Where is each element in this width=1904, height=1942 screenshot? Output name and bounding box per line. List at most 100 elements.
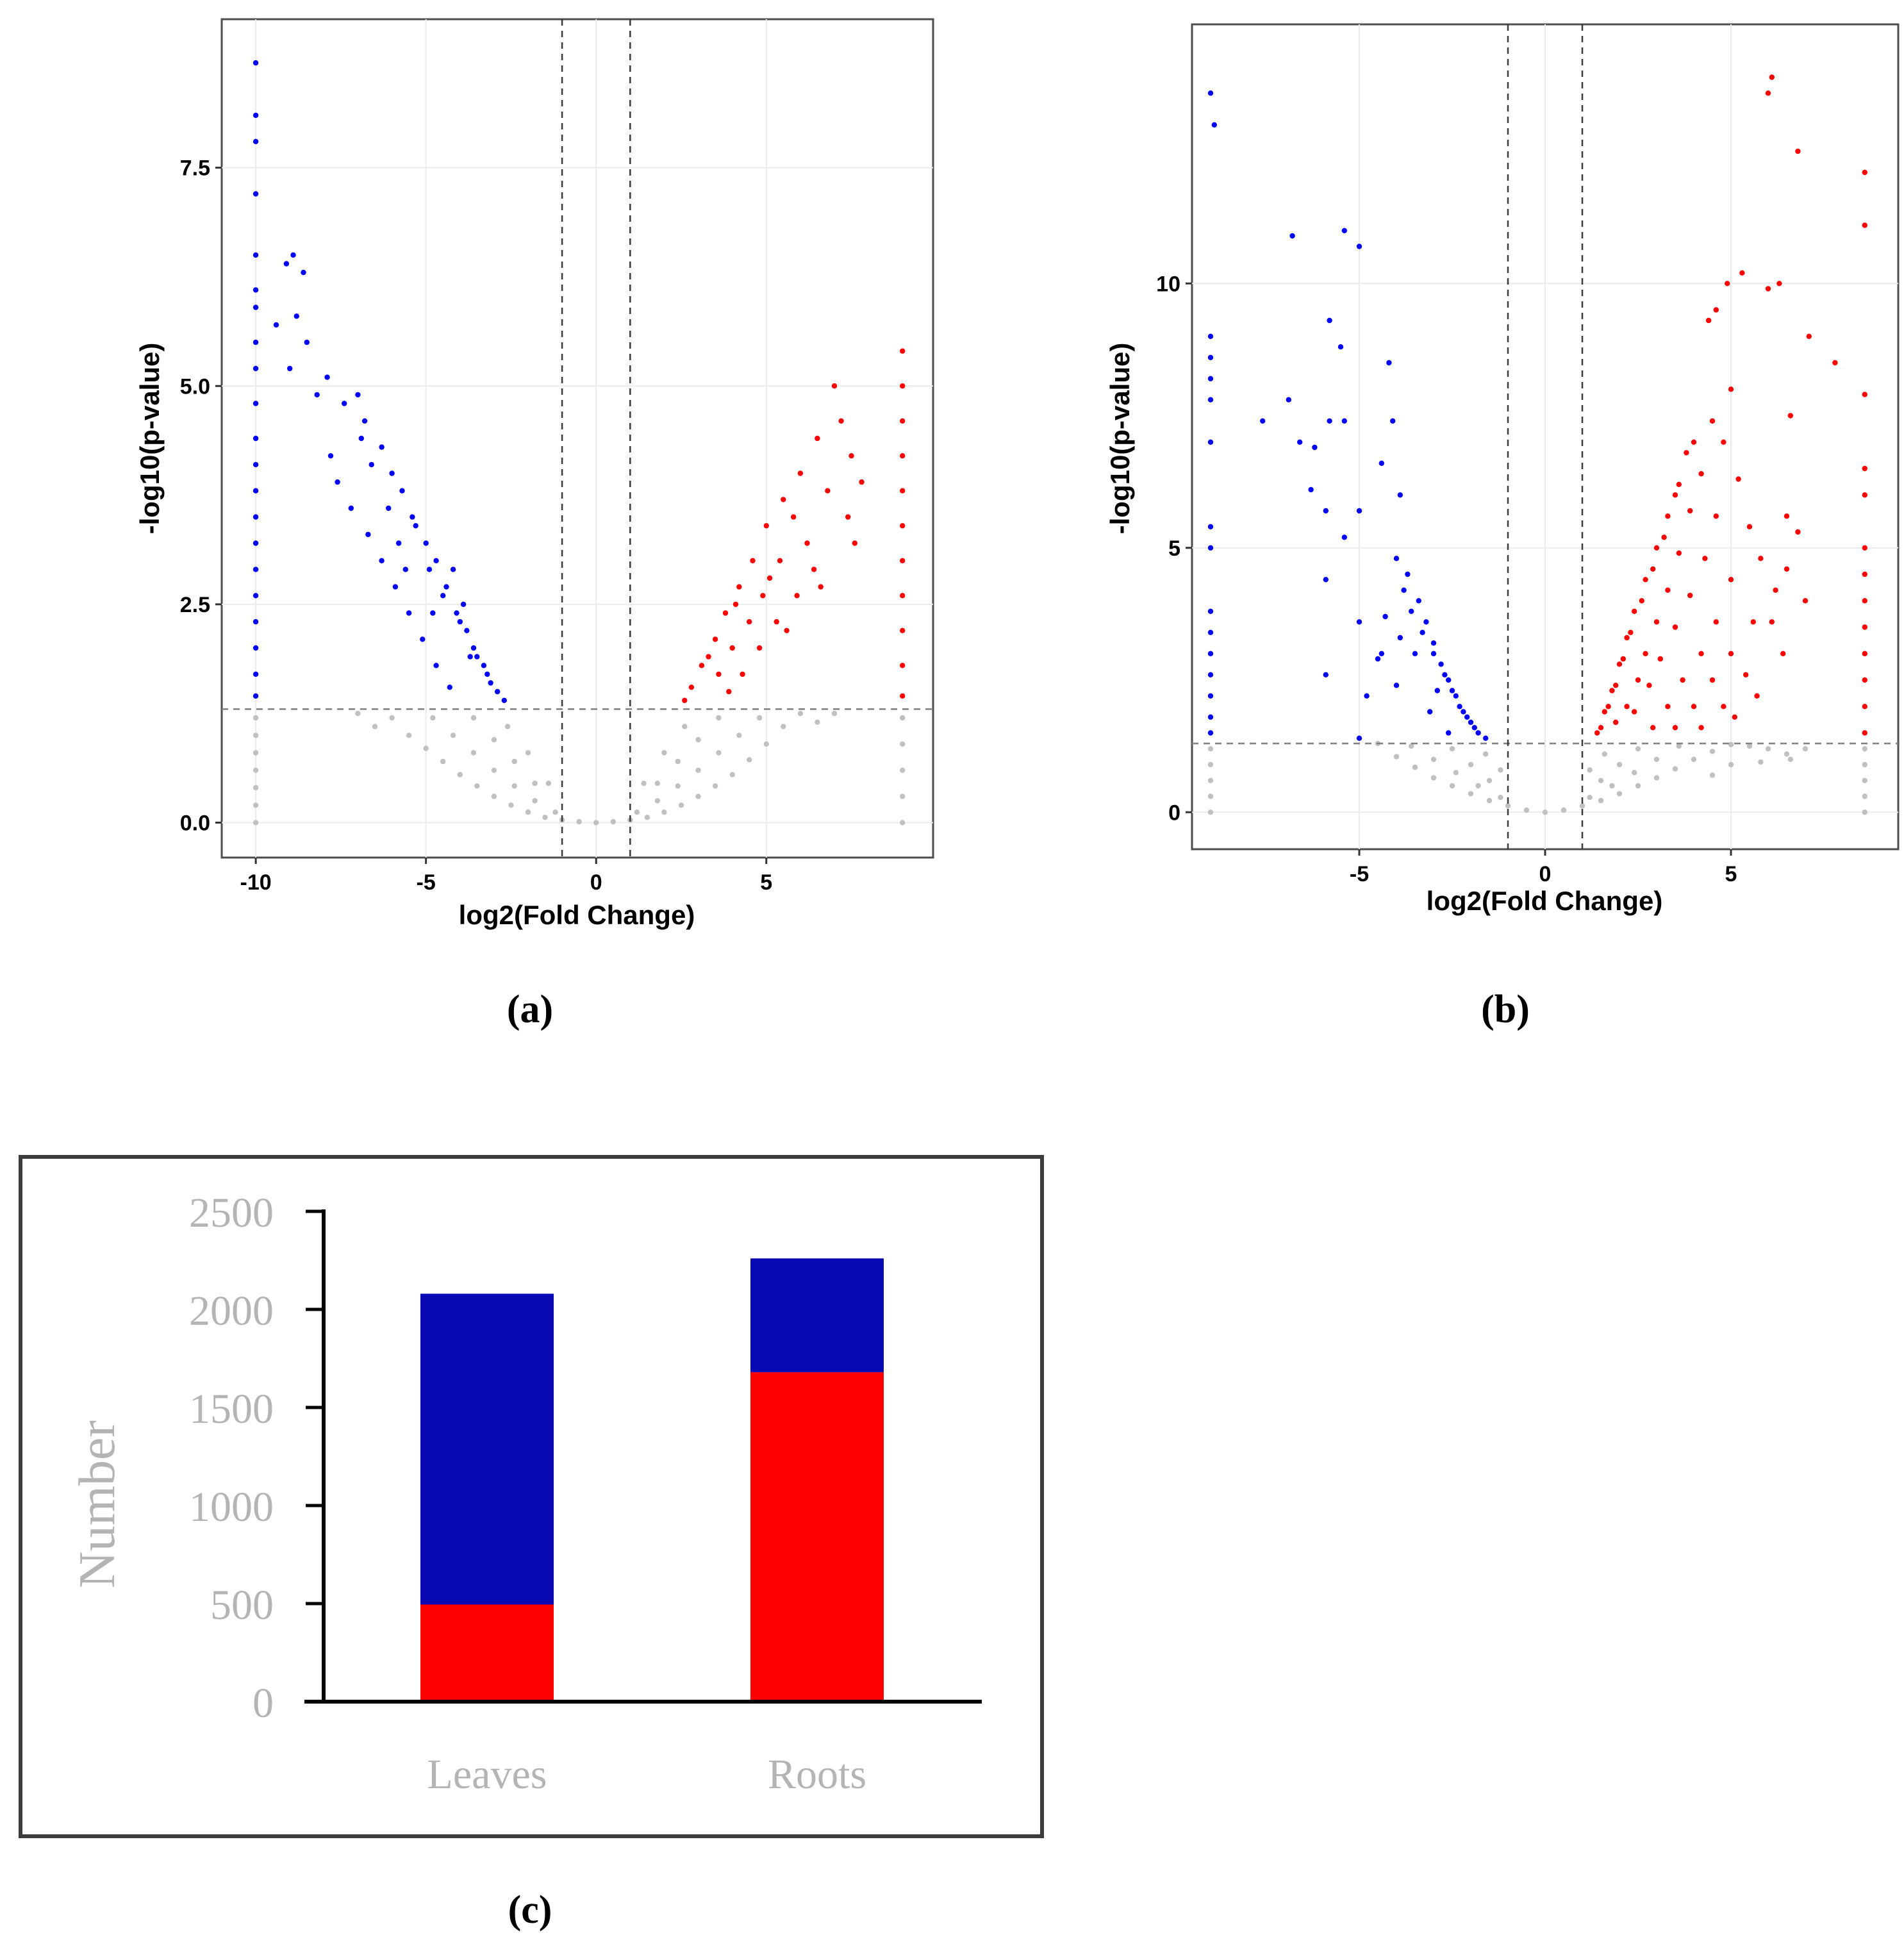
point-ns (1862, 793, 1867, 799)
point-down (252, 514, 259, 520)
point-ns (470, 715, 477, 721)
point-up (849, 453, 854, 459)
point-down (1207, 608, 1214, 614)
point-down (396, 540, 402, 546)
point-ns (440, 758, 446, 765)
panel-b-ns-points (1207, 740, 1867, 815)
point-up (900, 488, 906, 494)
point-down (252, 339, 259, 345)
point-up (900, 558, 906, 563)
point-up (1776, 281, 1782, 286)
point-up (900, 348, 906, 354)
point-down (252, 567, 259, 572)
point-down (426, 567, 433, 572)
point-up (1746, 524, 1753, 529)
point-down (1207, 90, 1214, 96)
point-down (1323, 577, 1329, 583)
point-up (1721, 439, 1726, 445)
point-down (252, 287, 259, 293)
point-down (1207, 714, 1214, 720)
point-down (1207, 693, 1214, 699)
point-up (1713, 619, 1719, 625)
point-ns (1468, 791, 1474, 797)
point-down (447, 685, 452, 690)
point-ns (1862, 777, 1867, 784)
point-down (283, 261, 290, 267)
point-up (1862, 492, 1867, 498)
point-ns (1430, 756, 1437, 763)
point-down (1397, 492, 1403, 498)
point-ns (508, 802, 514, 808)
point-up (811, 567, 817, 572)
point-up (1687, 592, 1693, 599)
point-ns (1653, 756, 1660, 763)
point-ns (797, 711, 804, 717)
point-down (252, 60, 259, 66)
point-ns (372, 724, 378, 729)
point-down (304, 339, 310, 345)
point-ns (355, 711, 361, 717)
point-up (791, 514, 797, 520)
panel-c-axes: 0 500 1000 1500 2000 2500 (189, 1190, 982, 1727)
point-ns (545, 781, 552, 786)
point-up (797, 470, 804, 476)
point-down (1393, 683, 1400, 688)
point-up (1787, 413, 1793, 419)
y-tick-label: 10 (1156, 272, 1180, 296)
point-up (1702, 556, 1708, 561)
point-ns (423, 745, 429, 751)
point-ns (457, 772, 463, 777)
point-up (1862, 222, 1867, 228)
point-ns (661, 750, 667, 756)
point-up (1862, 545, 1867, 551)
point-ns (610, 818, 616, 825)
point-up (781, 497, 786, 502)
point-ns (470, 750, 477, 756)
point-down (440, 593, 446, 599)
point-up (900, 453, 906, 459)
point-up (736, 584, 742, 590)
point-up (1653, 619, 1660, 625)
point-up (1725, 281, 1730, 286)
point-down (252, 304, 259, 310)
panel-b: -5 0 5 0 5 10 log2(Fold Change) -log10(p-valu… (1105, 23, 1900, 1031)
point-up (1650, 566, 1656, 572)
point-up (1628, 629, 1634, 635)
point-ns (1449, 783, 1455, 789)
point-up (777, 558, 783, 563)
point-up (1739, 270, 1745, 276)
point-ns (406, 733, 412, 738)
point-down (1457, 704, 1462, 710)
point-ns (1523, 807, 1530, 813)
point-ns (900, 767, 906, 774)
point-up (688, 685, 695, 690)
panel-a-up-points (682, 348, 906, 704)
point-down (1483, 735, 1489, 742)
panel-c-bars (420, 1258, 884, 1702)
y-tick-label: 0.0 (180, 811, 210, 836)
point-down (1207, 629, 1214, 635)
point-down (1207, 333, 1214, 339)
point-down (420, 636, 426, 642)
point-ns (1635, 746, 1641, 752)
point-ns (1598, 797, 1604, 804)
y-tick-label: 2.5 (180, 593, 210, 617)
point-ns (756, 715, 763, 721)
point-up (838, 418, 844, 424)
point-ns (641, 781, 647, 786)
point-up (1672, 624, 1678, 630)
point-up (756, 645, 763, 651)
point-down (1446, 677, 1452, 683)
point-up (1676, 481, 1682, 487)
panel-a-plot-frame (220, 18, 934, 859)
point-down (252, 693, 259, 699)
point-up (1862, 651, 1867, 656)
panel-a-reference-lines (222, 19, 933, 858)
panel-a-axis-ticks: -10 -5 0 5 0.0 2.5 5.0 7.5 (180, 156, 772, 895)
point-down (1409, 608, 1414, 614)
y-tick-label: 2500 (189, 1190, 274, 1236)
point-up (845, 514, 851, 520)
point-ns (661, 809, 667, 815)
point-up (831, 383, 838, 389)
